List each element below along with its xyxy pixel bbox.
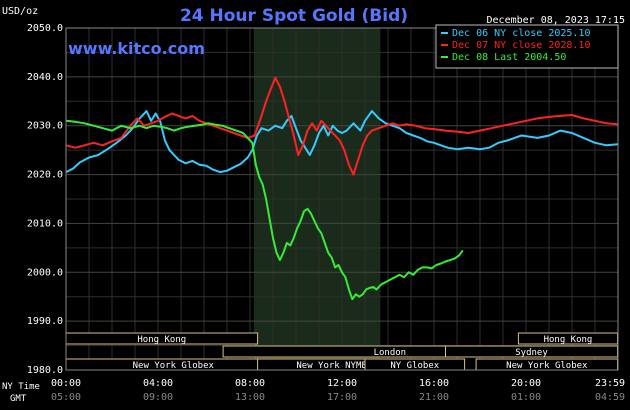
x-tick-label-ny: 12:00	[327, 378, 357, 389]
legend-box	[435, 24, 619, 69]
x-tick-label-gmt: 21:00	[419, 392, 449, 403]
y-tick-label: 2040.0	[27, 72, 63, 83]
x-tick-label-ny: 04:00	[143, 378, 173, 389]
y-tick-label: 1990.0	[27, 316, 63, 327]
x-tick-label-ny: 00:00	[51, 378, 81, 389]
session-label: New York NYMEX	[296, 361, 372, 371]
y-tick-label: 2020.0	[27, 170, 63, 181]
timestamp: December 08, 2023 17:15	[487, 15, 625, 26]
x-tick-label-gmt: 13:00	[235, 392, 265, 403]
y-tick-label: 2050.0	[27, 23, 63, 34]
plot-frame	[65, 27, 619, 371]
grid-layer	[66, 28, 618, 370]
session-label: London	[374, 348, 407, 358]
x-row-label-gmt: GMT	[10, 394, 27, 404]
x-tick-label-gmt: 01:00	[511, 392, 541, 403]
session-label: Sydney	[515, 348, 548, 358]
watermark-link[interactable]: www.kitco.com	[68, 39, 205, 58]
x-tick-labels: 00:00 05:00 04:00 09:00 08:00 13:00 12:00 17:00…	[51, 378, 625, 403]
y-tick-label: 1980.0	[27, 365, 63, 376]
x-tick-label-ny: 16:00	[419, 378, 449, 389]
series-line-2	[65, 76, 618, 176]
series-line-1	[65, 110, 618, 174]
session-label: New York Globex	[133, 361, 215, 371]
x-tick-label-gmt: 09:00	[143, 392, 173, 403]
session-label: Hong Kong	[544, 335, 593, 345]
session-label: NY Globex	[390, 361, 439, 371]
x-row-label-ny: NY Time	[2, 382, 40, 392]
y-tick-labels: 2050.0 2040.0 2030.0 2020.0 2010.0 2000.0 1990…	[27, 23, 63, 376]
legend-entry: Dec 07 NY close 2028.10	[452, 40, 590, 51]
y-tick-label: 2030.0	[27, 121, 63, 132]
x-tick-label-gmt: 17:00	[327, 392, 357, 403]
chart-title: 24 Hour Spot Gold (Bid)	[180, 6, 408, 26]
x-tick-label-gmt: 05:00	[51, 392, 81, 403]
series-layer	[65, 76, 618, 301]
session-label: New York Globex	[506, 361, 588, 371]
x-tick-label-gmt: 04:59	[595, 392, 625, 403]
legend-entry: Dec 06 NY close 2025.10	[452, 28, 590, 39]
x-tick-label-ny: 20:00	[511, 378, 541, 389]
series-line-3	[65, 119, 464, 301]
session-bars-layer: Hong Kong Hong Kong London Sydney New York G…	[65, 332, 619, 371]
y-tick-label: 2000.0	[27, 267, 63, 278]
x-tick-label-ny: 08:00	[235, 378, 265, 389]
y-tick-label: 2010.0	[27, 218, 63, 229]
session-label: Hong Kong	[137, 335, 186, 345]
x-tick-label-ny: 23:59	[595, 378, 625, 389]
y-axis-label: USD/oz	[2, 6, 38, 17]
legend-entry: Dec 08 Last 2004.50	[452, 52, 566, 63]
